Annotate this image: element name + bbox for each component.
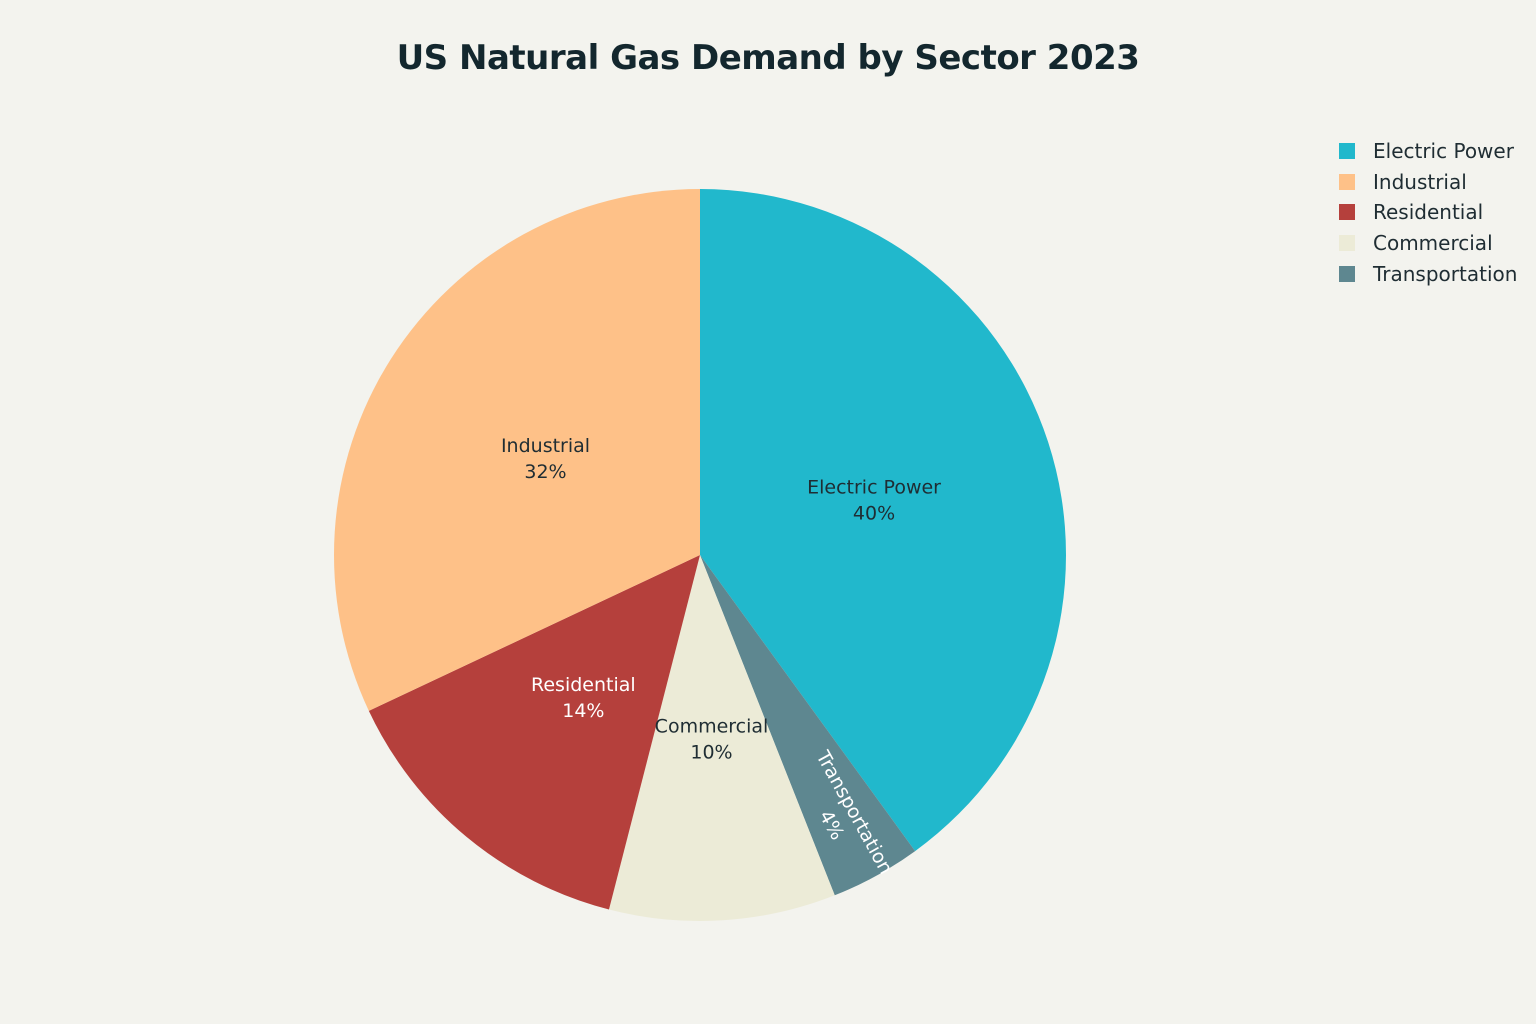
slice-label-group: Industrial 32% <box>501 435 590 483</box>
legend: Electric Power Industrial Residential Co… <box>1339 136 1529 289</box>
legend-item-residential[interactable]: Residential <box>1339 197 1529 228</box>
pie-slice-electric-power[interactable] <box>700 189 1066 852</box>
legend-item-electric-power[interactable]: Electric Power <box>1339 136 1529 167</box>
legend-swatch <box>1339 143 1355 160</box>
legend-item-commercial[interactable]: Commercial <box>1339 228 1529 259</box>
legend-item-industrial[interactable]: Industrial <box>1339 167 1529 198</box>
slice-label: Electric Power <box>807 476 941 498</box>
chart-title: US Natural Gas Demand by Sector 2023 <box>396 38 1140 78</box>
pie-slice-transportation[interactable] <box>700 555 916 896</box>
slice-label-group: Electric Power 40% <box>807 476 941 524</box>
legend-label: Commercial <box>1373 231 1493 256</box>
legend-swatch <box>1339 173 1355 190</box>
slice-label: Commercial <box>655 716 769 738</box>
pie-slice-industrial[interactable] <box>334 189 700 711</box>
legend-swatch <box>1339 265 1355 282</box>
slice-label-group: Commercial 10% <box>655 716 769 764</box>
slice-label: Residential <box>531 674 636 696</box>
legend-label: Transportation <box>1373 261 1518 286</box>
slice-value-label: 32% <box>524 461 566 483</box>
legend-swatch <box>1339 204 1355 221</box>
slice-value-label: 40% <box>853 502 895 524</box>
slice-label-group: Residential 14% <box>531 674 636 722</box>
pie-slice-commercial[interactable] <box>608 555 835 922</box>
slice-label: Industrial <box>501 435 590 457</box>
slice-value-label: 14% <box>562 700 604 722</box>
pie-slice-residential[interactable] <box>368 555 700 910</box>
slice-value-label: 10% <box>690 742 732 764</box>
legend-label: Electric Power <box>1373 139 1514 164</box>
legend-item-transportation[interactable]: Transportation <box>1339 258 1529 289</box>
legend-label: Residential <box>1373 200 1484 225</box>
legend-swatch <box>1339 235 1355 252</box>
legend-label: Industrial <box>1373 169 1467 194</box>
